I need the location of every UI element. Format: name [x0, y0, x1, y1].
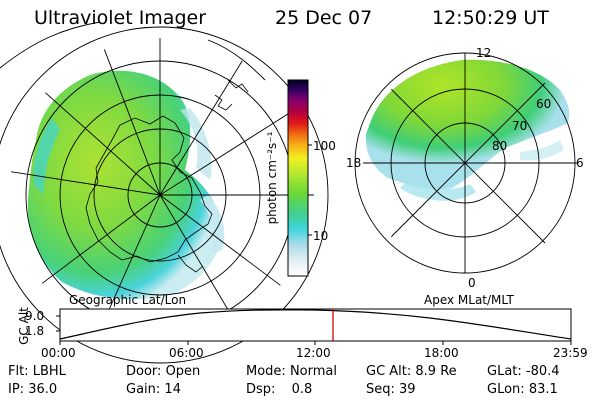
timeline-xtick: 12:00: [296, 346, 331, 360]
right-panel-caption: Apex MLat/MLT: [424, 293, 514, 307]
info-glon: GLon: 83.1: [487, 382, 558, 397]
mlat-label-60: 60: [536, 97, 552, 111]
mlt-label-12: 12: [476, 46, 492, 60]
left-panel-caption: Geographic Lat/Lon: [69, 293, 187, 307]
apex-image-panel: [354, 52, 578, 274]
timeline-xtick: 18:00: [424, 346, 459, 360]
altitude-curve: [59, 309, 572, 340]
instrument-title: Ultraviolet Imager: [34, 7, 207, 29]
timeline-ytick-bottom: 1.8: [25, 324, 45, 338]
info-dsp: Dsp: 0.8: [246, 382, 313, 397]
colorbar-tick-100: 100: [313, 139, 336, 153]
info-flt: Flt: LBHL: [8, 364, 66, 379]
info-glat: GLat: -80.4: [487, 364, 560, 379]
info-mode: Mode: Normal: [246, 364, 337, 379]
info-gain: Gain: 14: [126, 382, 181, 397]
mlat-label-80: 80: [492, 139, 508, 153]
colorbar: [287, 79, 312, 277]
timeline-xtick: 06:00: [169, 346, 204, 360]
mlt-label-6: 6: [576, 156, 584, 170]
auroral-emission-left: [27, 70, 223, 300]
coastline: [85, 115, 213, 263]
date-label: 25 Dec 07: [275, 7, 373, 29]
info-gc-alt: GC Alt: 8.9 Re: [366, 364, 457, 379]
auroral-emission-right: [365, 59, 570, 190]
timeline-xtick: 23:59: [553, 346, 588, 360]
mlt-label-0: 0: [468, 276, 476, 290]
colorbar-tick-10: 10: [313, 229, 329, 243]
timeline-ytick-top: 9.0: [25, 309, 45, 323]
altitude-timeline: [56, 308, 572, 345]
time-label: 12:50:29 UT: [432, 7, 549, 29]
lon-lines: [10, 38, 314, 331]
colorbar-unit-label: photon cm⁻²s⁻¹: [265, 131, 279, 225]
info-ip: IP: 36.0: [8, 382, 58, 397]
info-seq: Seq: 39: [366, 382, 416, 397]
timeline-xtick: 00:00: [41, 346, 76, 360]
mlat-label-70: 70: [512, 119, 528, 133]
mlt-label-18: 18: [346, 156, 362, 170]
info-door: Door: Open: [126, 364, 201, 379]
